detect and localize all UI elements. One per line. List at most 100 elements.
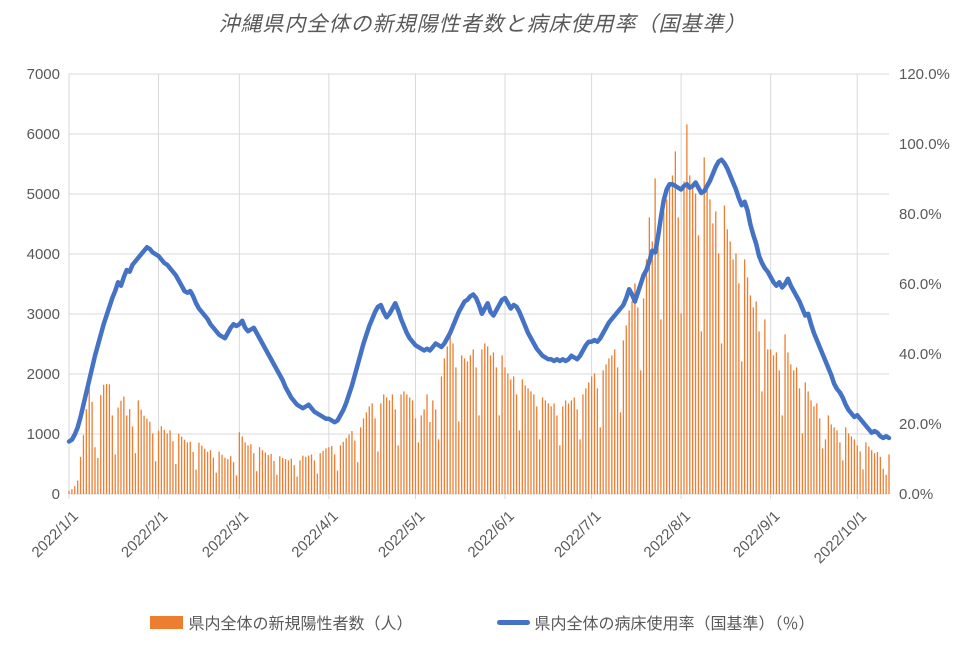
- bar: [651, 241, 653, 494]
- bar: [403, 391, 405, 494]
- bar: [602, 370, 604, 494]
- bar: [175, 464, 177, 494]
- bar: [787, 352, 789, 494]
- bar: [614, 349, 616, 494]
- bar: [596, 388, 599, 494]
- bar: [495, 367, 497, 494]
- bar: [149, 421, 151, 494]
- bar: [336, 470, 339, 494]
- bar: [68, 490, 70, 494]
- bar: [888, 454, 890, 494]
- bar: [720, 343, 723, 494]
- bar: [469, 355, 471, 494]
- bar: [186, 442, 189, 494]
- bar: [718, 253, 720, 494]
- bar: [871, 450, 873, 494]
- bar: [279, 456, 281, 494]
- bar: [250, 444, 252, 494]
- bar: [637, 307, 639, 494]
- bar: [619, 412, 622, 494]
- bar: [590, 376, 593, 494]
- bar: [726, 229, 728, 494]
- x-axis-tick-label: 2022/10/1: [811, 508, 870, 567]
- right-axis-tick-label: 120.0%: [899, 66, 950, 83]
- left-axis-tick-label: 0: [52, 486, 60, 503]
- bar: [123, 396, 125, 494]
- bar: [134, 453, 137, 494]
- bar: [530, 391, 532, 494]
- bar: [824, 439, 827, 494]
- bar: [573, 397, 575, 494]
- bar: [738, 283, 740, 494]
- bar: [322, 450, 324, 494]
- bar: [694, 193, 697, 494]
- bar: [169, 430, 171, 494]
- bar: [804, 382, 806, 494]
- bar: [700, 331, 702, 494]
- right-axis-tick-label: 100.0%: [899, 136, 950, 153]
- bar: [521, 379, 523, 494]
- bar: [276, 474, 278, 494]
- bar: [313, 460, 316, 494]
- usage-line: [66, 157, 892, 444]
- bar: [645, 259, 648, 494]
- bar: [556, 415, 558, 494]
- bar: [686, 124, 688, 495]
- bar: [498, 415, 500, 494]
- bar: [91, 401, 93, 494]
- bar: [764, 319, 766, 494]
- bar: [484, 343, 486, 494]
- bar: [472, 349, 474, 494]
- bar: [449, 334, 451, 494]
- bar: [299, 460, 301, 494]
- bar: [798, 388, 801, 494]
- bar: [749, 295, 752, 494]
- bar: [446, 346, 448, 494]
- bar: [380, 403, 382, 494]
- bar: [328, 447, 330, 494]
- bar: [365, 412, 368, 494]
- x-axis-tick-label: 2022/8/1: [641, 508, 694, 561]
- bar: [111, 415, 113, 494]
- bar: [755, 301, 757, 494]
- bar: [628, 310, 630, 494]
- bar: [143, 415, 145, 494]
- bar: [772, 355, 775, 494]
- bar: [790, 364, 792, 494]
- bar: [868, 446, 870, 494]
- bar: [77, 480, 79, 494]
- bar: [513, 376, 515, 494]
- bar: [819, 418, 821, 494]
- bar: [154, 461, 157, 494]
- legend-item-bed-usage: 県内全体の病床使用率（国基準）（％）: [496, 610, 815, 634]
- bar: [267, 455, 269, 494]
- bar: [775, 352, 778, 494]
- bar: [253, 453, 255, 494]
- bar: [706, 187, 708, 494]
- bar: [204, 448, 206, 494]
- bar: [795, 367, 798, 494]
- bar: [290, 458, 292, 494]
- bar: [284, 459, 287, 494]
- right-axis-tick-label: 0.0%: [899, 486, 933, 503]
- bar: [833, 427, 835, 494]
- right-axis-tick-label: 40.0%: [899, 346, 942, 363]
- bar: [481, 349, 483, 494]
- bar: [585, 388, 587, 494]
- bar: [576, 409, 578, 494]
- bar: [784, 334, 786, 494]
- bar: [850, 436, 853, 494]
- bar: [359, 427, 362, 494]
- bar: [256, 471, 258, 494]
- bar: [198, 442, 200, 494]
- bar: [308, 455, 310, 494]
- bar: [221, 454, 223, 494]
- bar: [105, 383, 108, 494]
- left-axis-tick-label: 6000: [27, 126, 60, 143]
- bar: [703, 157, 705, 494]
- bar: [319, 453, 321, 494]
- bar: [88, 388, 90, 494]
- x-axis-tick-label: 2022/3/1: [199, 508, 252, 561]
- bar: [579, 439, 581, 494]
- bar: [209, 450, 212, 494]
